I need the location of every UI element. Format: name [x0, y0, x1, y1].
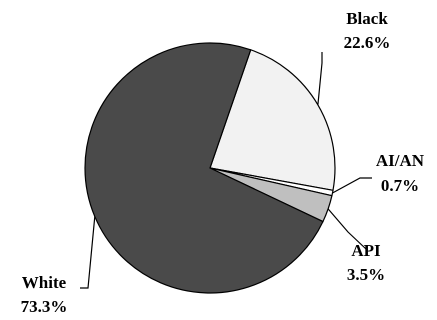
leader-line-api [327, 208, 367, 250]
slice-value-ai-an: 0.7% [381, 176, 419, 195]
pie-slice-black [209, 49, 336, 191]
slice-label-black: Black [346, 9, 388, 28]
pie-slice-white [84, 42, 324, 294]
slice-value-api: 3.5% [347, 265, 385, 284]
slice-labels: Black 22.6% AI/AN 0.7% API 3.5% White 73.3% [21, 9, 425, 316]
leader-line-black [317, 52, 323, 105]
slice-label-white: White [22, 273, 67, 292]
leader-line-ai-an [332, 177, 372, 194]
slice-label-ai-an: AI/AN [376, 151, 425, 170]
slice-value-white: 73.3% [21, 297, 68, 316]
leader-lines [80, 52, 372, 289]
slice-label-api: API [351, 241, 381, 260]
leader-line-white [80, 216, 96, 289]
pie-slices [84, 42, 336, 294]
slice-value-black: 22.6% [344, 33, 391, 52]
